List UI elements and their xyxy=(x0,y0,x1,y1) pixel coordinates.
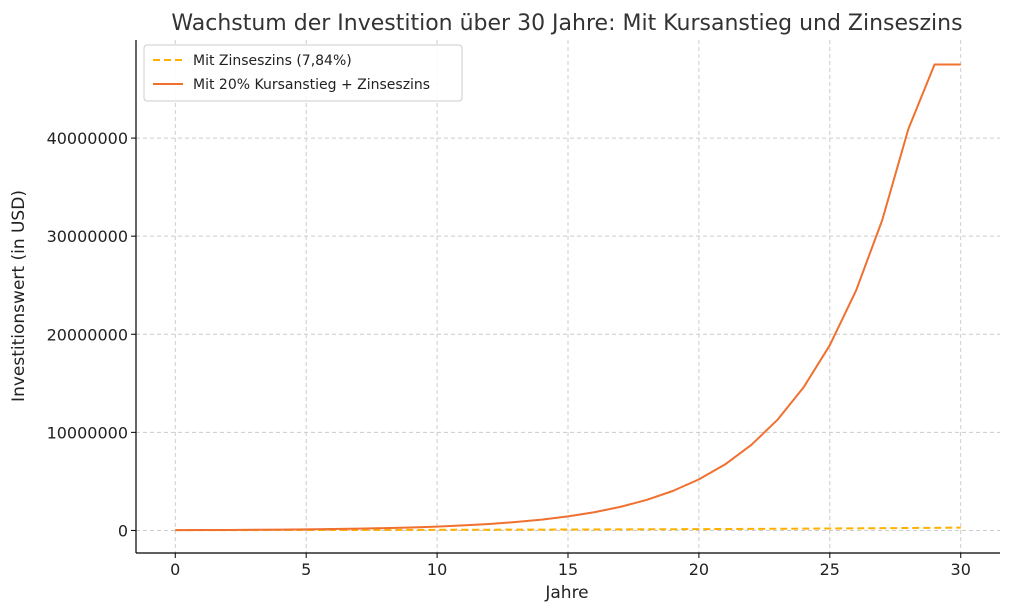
grid xyxy=(136,40,1000,553)
y-tick-label: 40000000 xyxy=(47,129,128,148)
ticks: 0 5 10 15 20 25 30 0 10000000 20000000 30000000 400… xyxy=(47,129,971,579)
y-tick-label: 0 xyxy=(118,521,128,540)
y-tick-label: 20000000 xyxy=(47,325,128,344)
x-tick-label: 20 xyxy=(689,560,709,579)
y-axis-label: Investitionswert (in USD) xyxy=(9,190,29,402)
x-tick-label: 30 xyxy=(951,560,971,579)
x-tick-label: 5 xyxy=(301,560,311,579)
series-line-zinseszins xyxy=(175,526,961,532)
legend-label-zinseszins: Mit Zinseszins (7,84%) xyxy=(193,53,352,69)
series-layer xyxy=(175,63,961,532)
x-tick-label: 15 xyxy=(558,560,578,579)
chart-title: Wachstum der Investition über 30 Jahre: … xyxy=(171,11,962,36)
legend-box xyxy=(143,44,463,102)
legend-label-kursanstieg: Mit 20% Kursanstieg + Zinseszins xyxy=(193,77,430,93)
y-tick-label: 10000000 xyxy=(47,423,128,442)
x-axis-label: Jahre xyxy=(544,583,588,603)
x-tick-label: 0 xyxy=(170,560,180,579)
x-tick-label: 10 xyxy=(427,560,447,579)
y-tick-label: 30000000 xyxy=(47,227,128,246)
legend: Mit Zinseszins (7,84%) Mit 20% Kursansti… xyxy=(143,44,463,102)
series-line-kursanstieg xyxy=(175,63,961,532)
x-tick-label: 25 xyxy=(820,560,840,579)
